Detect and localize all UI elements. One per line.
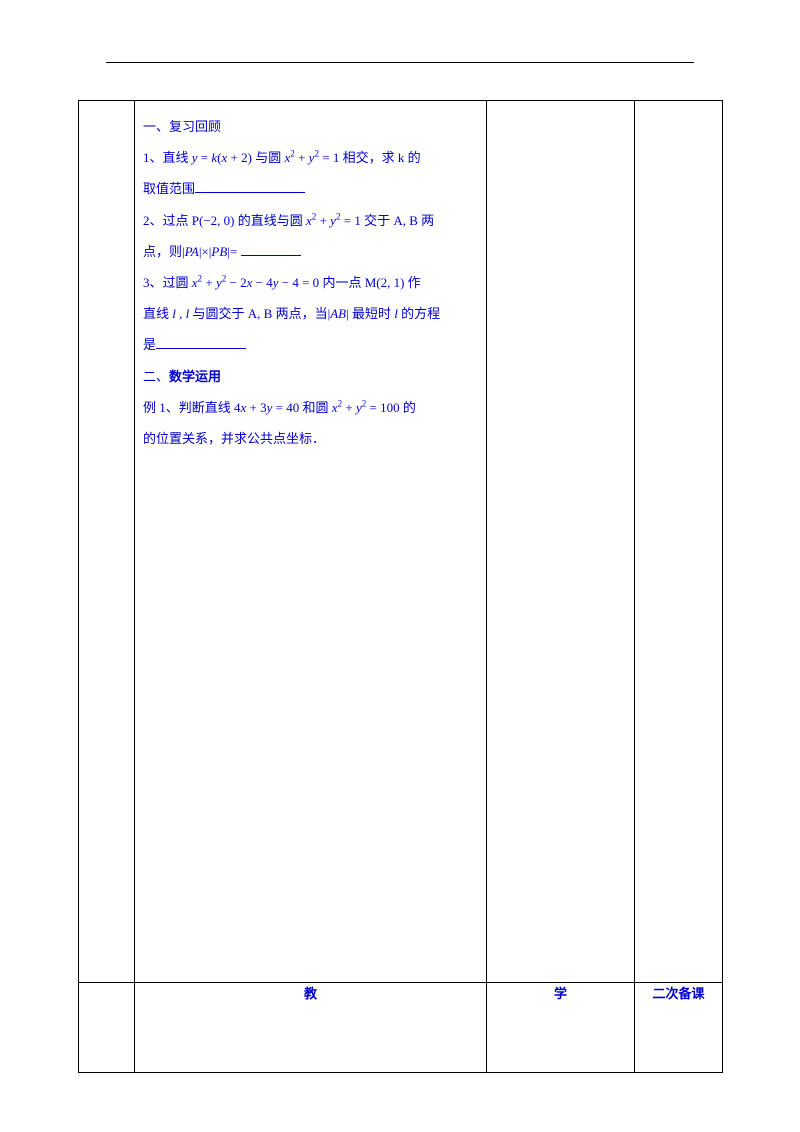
ex1-eq40: = 40: [272, 400, 299, 415]
q2-pb: |PB|: [209, 244, 230, 259]
footer-prep-cell: 二次备课: [635, 983, 723, 1073]
q1-cplus: +: [295, 150, 309, 165]
question-3-line3: 是: [143, 329, 478, 360]
question-3-line1: 3、过圆 x2 + y2 − 2x − 4y − 4 = 0 内一点 M(2, …: [143, 267, 478, 298]
top-horizontal-rule: [106, 62, 694, 63]
example-1-line2: 的位置关系，并求公共点坐标．: [143, 423, 478, 454]
q1-blank: [195, 182, 305, 194]
question-2-line2: 点，则|PA|×|PB|=: [143, 236, 478, 267]
s2-prefix: 二、: [143, 369, 169, 384]
question-3-line2: 直线 l , l 与圆交于 A, B 两点，当|AB| 最短时 l 的方程: [143, 298, 478, 329]
ex1-plus: +: [342, 400, 356, 415]
q1-pre: 1、直线: [143, 150, 192, 165]
q3-l2d: 最短时: [349, 306, 395, 321]
question-1-line1: 1、直线 y = k(x + 2) 与圆 x2 + y2 = 1 相交，求 k …: [143, 142, 478, 173]
q3-l2a: 直线: [143, 306, 172, 321]
middle-empty-cell: [487, 101, 635, 983]
q3-l2b: ,: [176, 306, 186, 321]
ex1-mid: 和圆: [299, 400, 332, 415]
q3-mid: 内一点 M: [319, 275, 376, 290]
q2-pb-txt: PB: [211, 244, 227, 259]
content-body: 一、复习回顾 1、直线 y = k(x + 2) 与圆 x2 + y2 = 1 …: [135, 101, 486, 454]
q1-after: 相交，求 k 的: [339, 150, 420, 165]
q2-eq: =: [230, 244, 241, 259]
q2-ceq: = 1: [341, 213, 361, 228]
q3-l2e: 的方程: [398, 306, 440, 321]
ex1-pre: 例 1、判断直线: [143, 400, 234, 415]
footer-row: 教 学 二次备课: [79, 983, 723, 1073]
footer-learn-cell: 学: [487, 983, 635, 1073]
q1-mid: 与圆: [252, 150, 285, 165]
q2-point: (−2, 0): [199, 213, 235, 228]
right-empty-cell: [635, 101, 723, 983]
q2-mid: 的直线与圆: [234, 213, 306, 228]
q3-l2c: 与圆交于 A, B 两点，当: [189, 306, 327, 321]
q1-range-label: 取值范围: [143, 181, 195, 196]
worksheet-table: 一、复习回顾 1、直线 y = k(x + 2) 与圆 x2 + y2 = 1 …: [78, 100, 723, 1073]
q3-line3-label: 是: [143, 337, 156, 352]
q2-pre: 2、过点 P: [143, 213, 199, 228]
q3-pre: 3、过圆: [143, 275, 192, 290]
q3-ab-txt: AB: [330, 306, 346, 321]
q3-blank: [156, 338, 246, 350]
q1-ceq1: = 1: [319, 150, 339, 165]
q2-times: ×: [201, 244, 208, 259]
footer-teach-cell: 教: [135, 983, 487, 1073]
q2-pa: |PA|: [182, 244, 201, 259]
q3-m4y: − 4: [252, 275, 272, 290]
question-1-line2: 取值范围: [143, 173, 478, 204]
q3-after: 作: [404, 275, 420, 290]
q3-point: (2, 1): [376, 275, 404, 290]
section1-heading: 一、复习回顾: [143, 111, 478, 142]
q1-eqsign: =: [198, 150, 212, 165]
ex1-after: 的: [400, 400, 416, 415]
left-margin-cell: [79, 101, 135, 983]
q3-m2x: − 2: [226, 275, 246, 290]
q3-ab: |AB|: [328, 306, 349, 321]
question-2-line1: 2、过点 P(−2, 0) 的直线与圆 x2 + y2 = 1 交于 A, B …: [143, 205, 478, 236]
section2-heading: 二、数学运用: [143, 361, 478, 392]
content-row: 一、复习回顾 1、直线 y = k(x + 2) 与圆 x2 + y2 = 1 …: [79, 101, 723, 983]
q2-blank: [241, 244, 301, 256]
s2-title: 数学运用: [169, 369, 221, 384]
example-1-line1: 例 1、判断直线 4x + 3y = 40 和圆 x2 + y2 = 100 的: [143, 392, 478, 423]
footer-left-cell: [79, 983, 135, 1073]
q3-plus: +: [202, 275, 216, 290]
q1-plus2: + 2: [227, 150, 247, 165]
ex1-p3: + 3: [246, 400, 266, 415]
q2-l2a: 点，则: [143, 244, 182, 259]
q2-after: 交于 A, B 两: [361, 213, 434, 228]
main-content-cell: 一、复习回顾 1、直线 y = k(x + 2) 与圆 x2 + y2 = 1 …: [135, 101, 487, 983]
q2-pa-txt: PA: [185, 244, 199, 259]
ex1-eq100: = 100: [366, 400, 399, 415]
q2-cplus: +: [316, 213, 330, 228]
q3-m4eq0: − 4 = 0: [279, 275, 320, 290]
